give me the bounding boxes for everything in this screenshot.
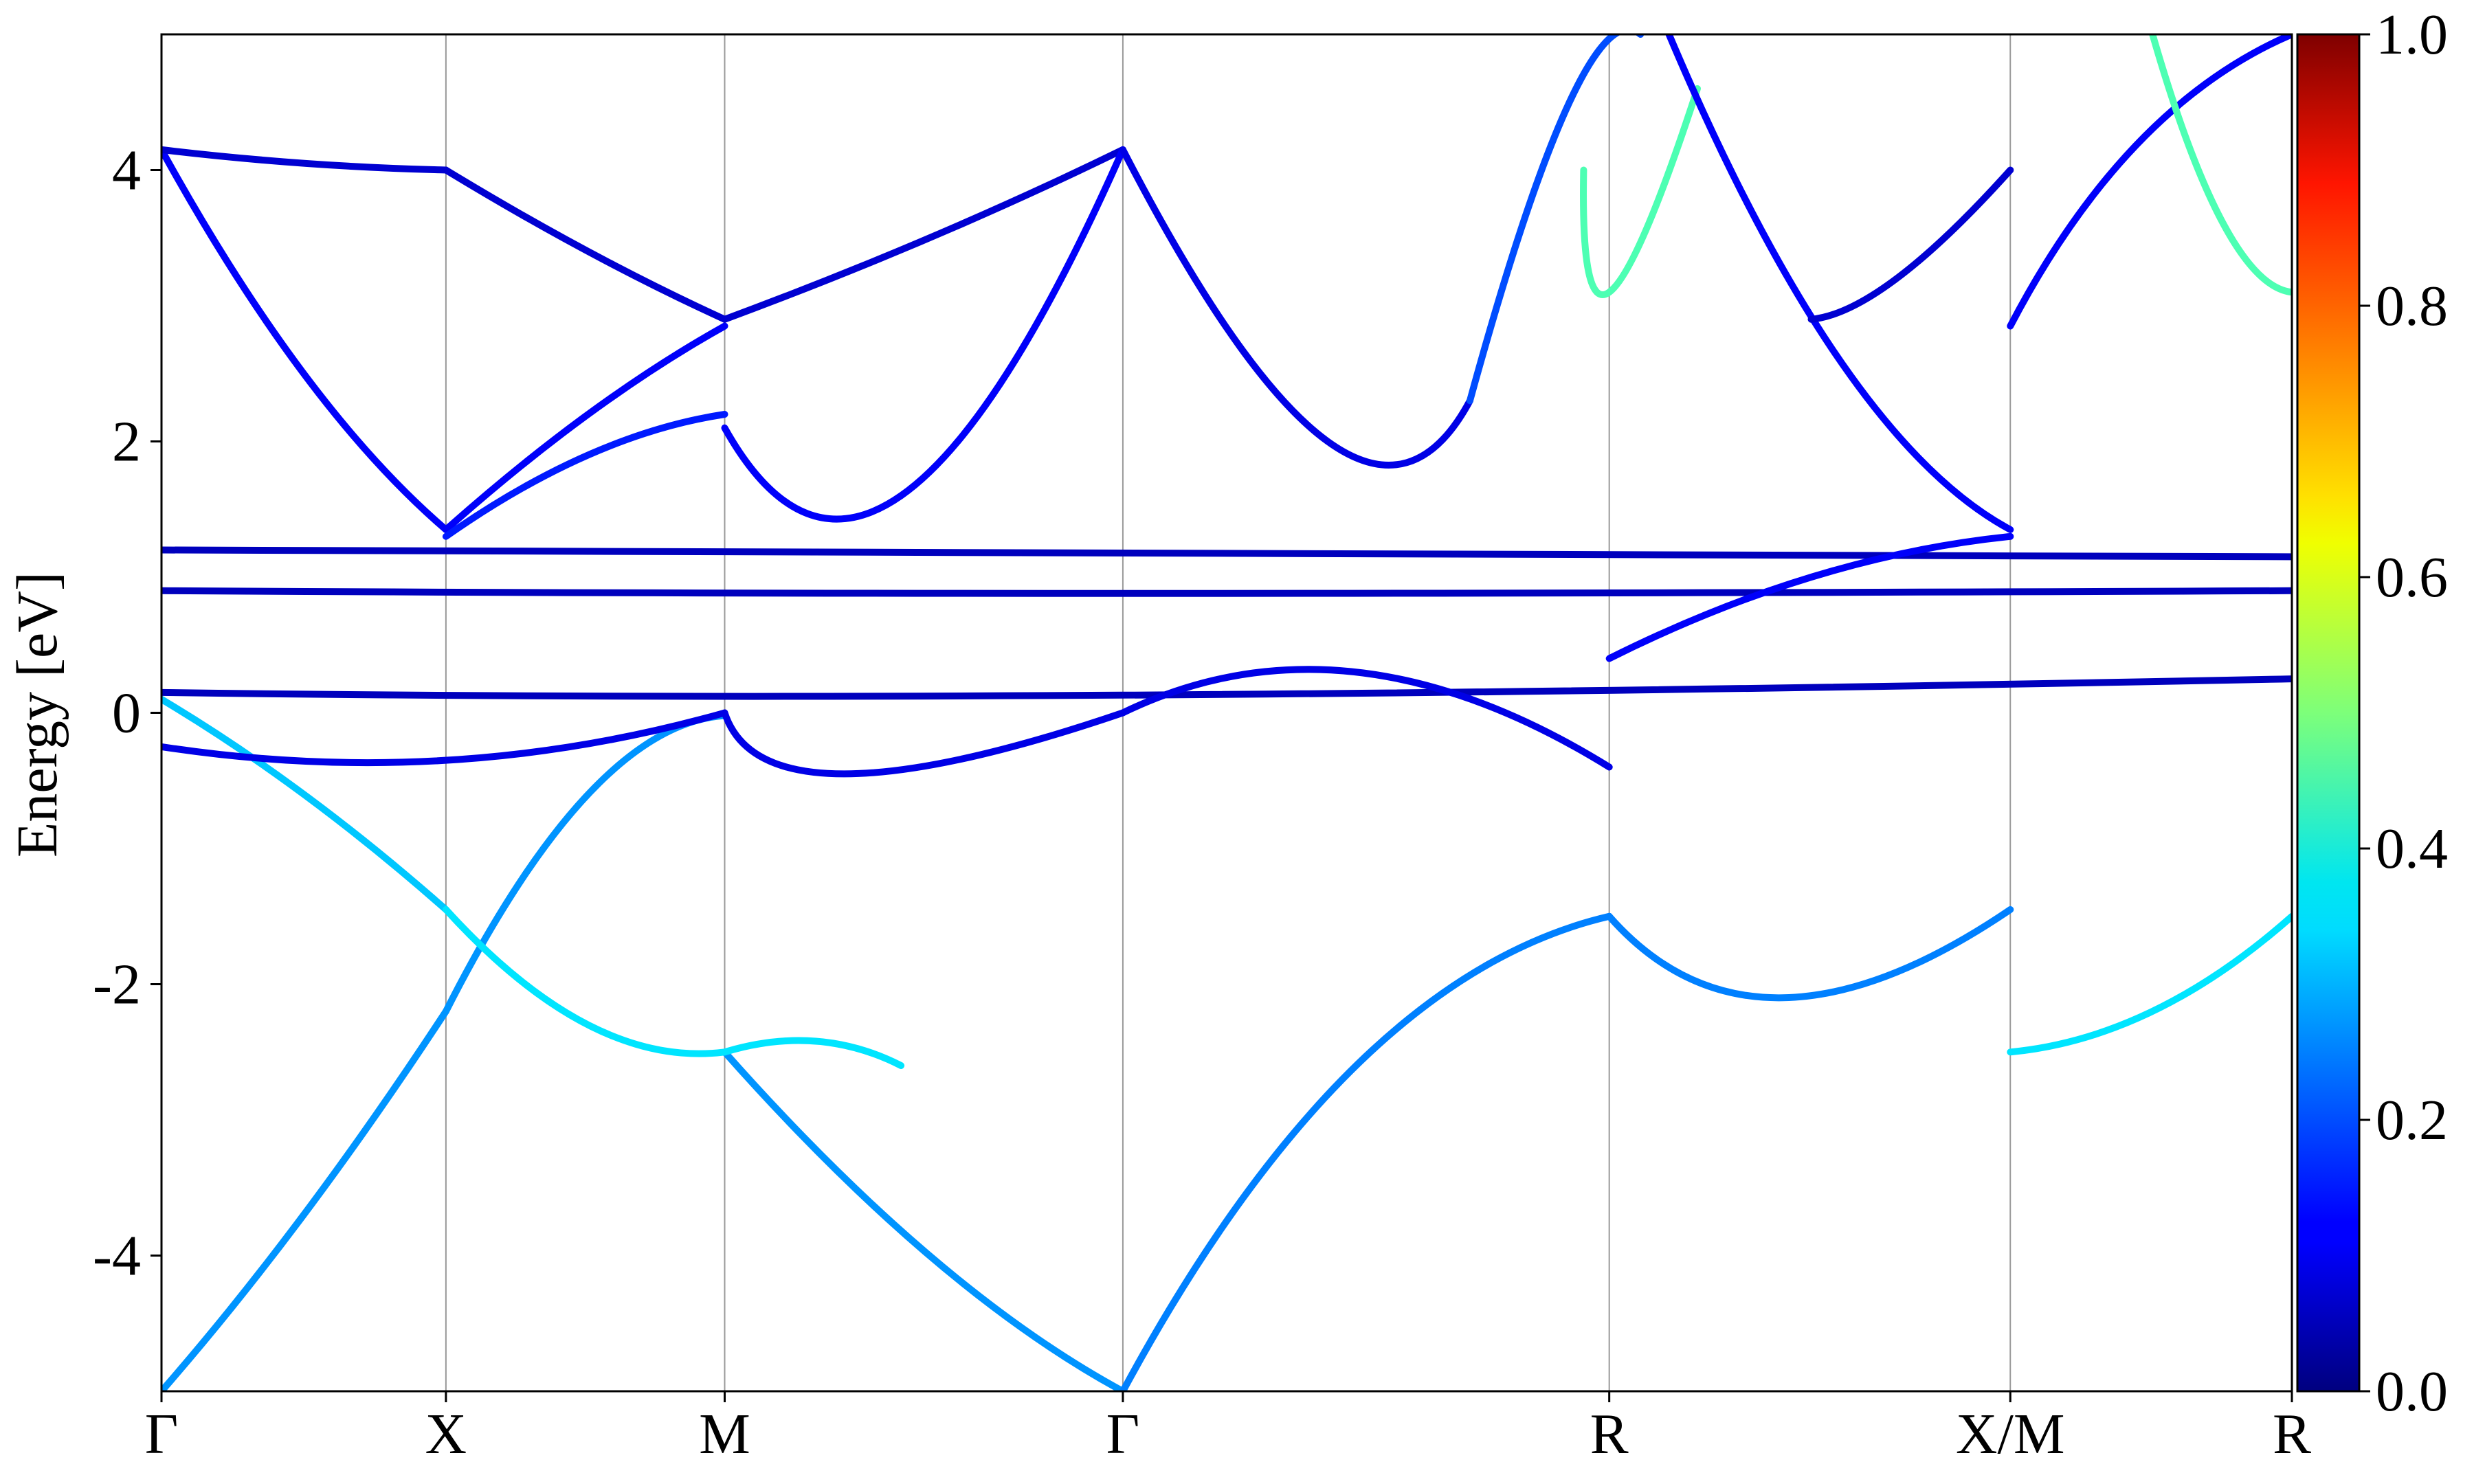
band-line-3 [1119,912,1613,1391]
band-line-7 [1605,906,2014,1002]
band-line-28 [1119,666,1613,771]
colorbar-tick-label: 0.6 [2376,546,2448,609]
band-line-15 [721,146,1126,523]
band-line-9 [161,146,449,533]
y-tick-label: 2 [112,410,141,474]
x-tick-label: R [1590,1402,1629,1466]
band-line-16 [1119,146,1473,469]
band-line-29 [1605,532,2014,662]
band-line-10 [442,322,728,533]
band-line-22 [2149,34,2292,296]
x-tick-label: Γ [145,1402,179,1466]
band-line-5 [442,906,728,1057]
x-tick-label: X [425,1402,467,1466]
x-tick-label: M [699,1402,750,1466]
y-tick-label: -2 [93,953,141,1017]
colorbar-tick-label: 0.2 [2376,1088,2448,1152]
x-axis-ticks: Γ X M Γ R X/M R [145,1391,2311,1466]
band-line-0 [161,1008,449,1391]
band-line-13 [721,146,1126,323]
y-tick-label: 0 [112,682,141,745]
colorbar-ticks: 0.0 0.2 0.4 0.6 0.8 1.0 [2359,3,2448,1424]
band-line-18 [1580,85,1701,298]
y-tick-label: -4 [93,1224,141,1288]
y-axis-ticks: 4 2 0 -2 -4 [93,139,161,1288]
y-tick-label: 4 [112,139,141,203]
x-tick-label: Γ [1106,1402,1140,1466]
x-tick-label: X/M [1956,1402,2065,1466]
band-line-12 [442,166,728,323]
kpoint-grid [445,34,2011,1391]
colorbar-tick-label: 0.4 [2376,817,2448,881]
band-line-11 [161,146,449,174]
band-line-24 [161,587,2292,597]
y-axis-label: Energy [eV] [5,572,69,857]
colorbar-tick-label: 0.8 [2376,274,2448,338]
band-line-14 [442,411,728,540]
band-line-27 [721,709,1126,778]
band-line-17 [1466,34,1645,405]
band-line-26 [161,709,728,767]
band-line-8 [2007,912,2292,1056]
band-line-6 [721,1037,905,1069]
bands-group [161,34,2292,1391]
colorbar-gradient [2296,33,2361,1393]
band-line-21 [2007,34,2292,330]
band-line-19 [1665,34,2014,533]
band-line-25 [161,675,2292,700]
band-line-2 [721,1048,1126,1391]
colorbar [2296,33,2361,1393]
colorbar-tick-label: 1.0 [2376,3,2448,67]
band-line-20 [1807,166,2014,323]
band-line-23 [161,546,2292,561]
colorbar-tick-label: 0.0 [2376,1360,2448,1424]
x-tick-label: R [2273,1402,2311,1466]
plot-frame [160,33,2293,1393]
band-line-4 [161,695,449,913]
